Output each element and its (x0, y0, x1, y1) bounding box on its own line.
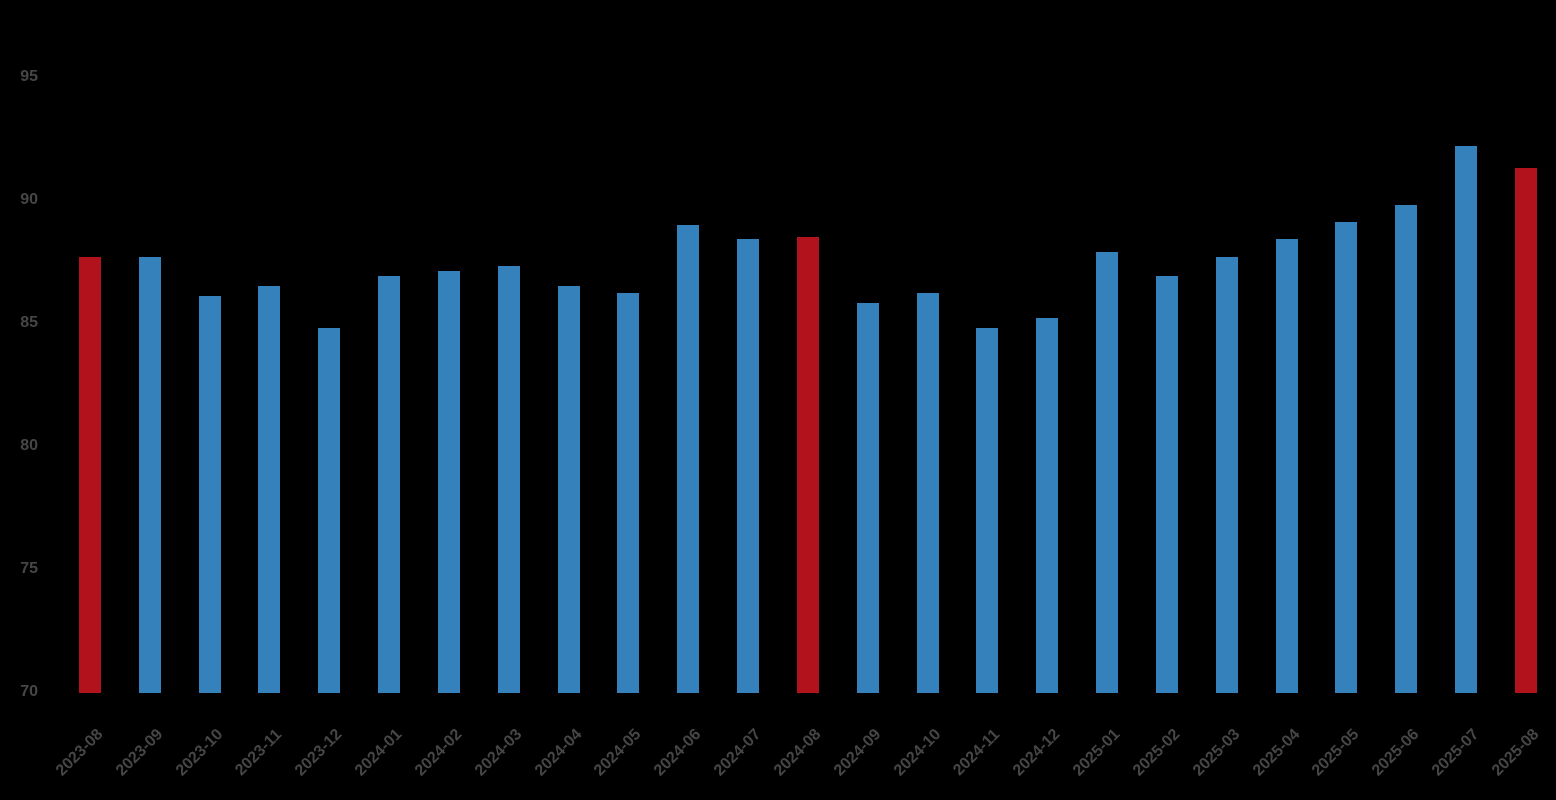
x-tick-label-2025-06: 2025-06 (1369, 725, 1423, 780)
bar-2024-12 (1036, 318, 1059, 693)
bar-2025-05 (1335, 222, 1358, 693)
x-tick-label-2024-12: 2024-12 (1010, 725, 1064, 780)
x-tick-label-2024-04: 2024-04 (531, 725, 586, 780)
bar-2023-09 (138, 256, 161, 693)
x-tick-label-2025-05: 2025-05 (1309, 725, 1363, 780)
bar-2025-02 (1155, 276, 1178, 693)
x-tick-label-2024-01: 2024-01 (352, 725, 406, 780)
x-tick-label-2025-08: 2025-08 (1488, 725, 1543, 780)
bar-2025-08 (1514, 168, 1537, 693)
x-tick-label-2023-08: 2023-08 (52, 725, 107, 780)
x-tick-label-2025-04: 2025-04 (1249, 725, 1304, 780)
x-tick-label-2024-02: 2024-02 (411, 725, 466, 780)
x-tick-label-2024-08: 2024-08 (770, 725, 825, 780)
bar-2024-05 (617, 293, 640, 693)
bar-2025-06 (1395, 204, 1418, 693)
bar-2024-03 (497, 266, 520, 693)
x-tick-label-2024-05: 2024-05 (591, 725, 645, 780)
bar-2024-01 (378, 276, 401, 693)
x-tick-label-2024-03: 2024-03 (471, 725, 526, 780)
bar-2024-10 (916, 293, 939, 693)
bar-2025-04 (1275, 239, 1298, 693)
bar-2024-04 (557, 286, 580, 693)
x-tick-label-2025-01: 2025-01 (1070, 725, 1124, 780)
bar-2025-07 (1455, 145, 1478, 693)
y-tick-label: 85 (20, 314, 38, 331)
bar-2024-06 (677, 224, 700, 693)
y-tick-label: 90 (20, 191, 38, 208)
y-tick-label: 70 (20, 683, 38, 700)
y-tick-label: 95 (20, 68, 38, 85)
x-tick-label-2025-07: 2025-07 (1429, 725, 1483, 780)
x-tick-label-2024-06: 2024-06 (651, 725, 705, 780)
bar-2023-10 (198, 295, 221, 693)
bar-2024-11 (976, 327, 999, 693)
x-tick-label-2024-09: 2024-09 (830, 725, 885, 780)
bar-2023-12 (318, 327, 341, 693)
x-tick-label-2023-09: 2023-09 (112, 725, 167, 780)
x-tick-label-2024-07: 2024-07 (711, 725, 765, 780)
bar-2023-11 (258, 286, 281, 693)
x-tick-label-2024-11: 2024-11 (950, 726, 1004, 780)
x-tick-label-2024-10: 2024-10 (890, 725, 945, 780)
bar-2024-07 (737, 239, 760, 693)
x-tick-label-2023-11: 2023-11 (232, 726, 286, 780)
bar-2024-09 (856, 303, 879, 693)
bar-2023-08 (79, 256, 101, 693)
y-tick-label: 75 (20, 560, 38, 577)
x-tick-label-2023-12: 2023-12 (292, 725, 346, 780)
x-tick-label-2023-10: 2023-10 (172, 725, 227, 780)
x-tick-label-2025-02: 2025-02 (1129, 725, 1184, 780)
bar-2024-02 (437, 271, 460, 693)
bar-2024-08 (796, 236, 819, 693)
y-tick-label: 80 (20, 437, 38, 454)
bar-2025-01 (1096, 251, 1119, 693)
x-tick-label-2025-03: 2025-03 (1189, 725, 1244, 780)
bar-2025-03 (1215, 256, 1238, 693)
